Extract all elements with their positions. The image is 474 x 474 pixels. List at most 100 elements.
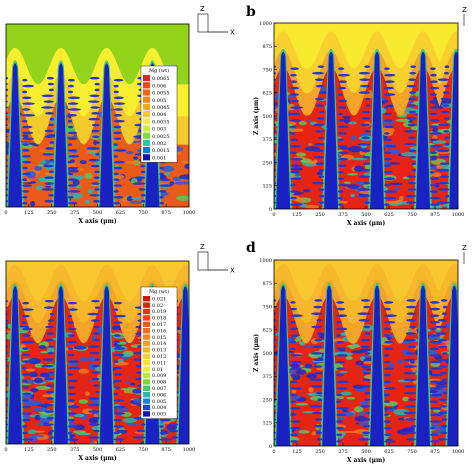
dendrite-arm <box>67 131 78 135</box>
y-tick-label: 0 <box>269 444 272 450</box>
x-tick-label: 875 <box>430 449 440 455</box>
dendrite-arm <box>336 327 348 331</box>
dendrite-arm <box>6 159 9 162</box>
dendrite-arm <box>6 141 9 144</box>
dendrite-arm <box>22 195 28 199</box>
dendrite-arm <box>384 80 395 83</box>
dendrite-arm <box>22 301 30 305</box>
dendrite-arm <box>463 203 474 206</box>
dendrite-arm <box>314 424 323 428</box>
dendrite-trunk <box>276 285 291 446</box>
segregation-blob <box>348 121 358 125</box>
dendrite-arm <box>87 312 100 316</box>
dendrite-arm <box>463 106 470 109</box>
dendrite-arm <box>314 78 325 81</box>
legend-swatch <box>143 139 150 146</box>
dendrite-arm <box>22 366 27 370</box>
legend-entry: 0.021 <box>152 296 166 302</box>
x-axis-title: X axis (μm) <box>347 220 386 227</box>
legend-swatch <box>143 118 150 125</box>
segregation-blob <box>70 192 83 199</box>
dendrite-arm <box>461 361 471 364</box>
segregation-blob <box>165 172 170 176</box>
legend-title: Mg (wt) <box>149 288 169 295</box>
segregation-blob <box>18 140 32 144</box>
dendrite-arm <box>336 413 347 417</box>
segregation-blob <box>306 373 318 379</box>
dendrite-arm <box>336 393 343 397</box>
segregation-blob <box>351 157 368 161</box>
dendrite-arm <box>95 306 100 309</box>
dendrite-arm <box>463 190 474 193</box>
dendrite-arm <box>407 345 417 349</box>
dendrite-arm <box>338 170 344 174</box>
dendrite-arm <box>6 332 9 335</box>
segregation-blob <box>27 429 37 434</box>
segregation-blob <box>84 172 93 179</box>
x-tick-label: 250 <box>315 449 325 455</box>
segregation-blob <box>85 391 90 397</box>
dendrite-arm <box>159 438 173 441</box>
dendrite-arm <box>22 334 31 337</box>
dendrite-arm <box>6 176 9 180</box>
dendrite-arm <box>274 156 277 159</box>
dendrite-arm <box>290 380 298 384</box>
dendrite-arm <box>113 195 124 199</box>
dendrite-arm <box>113 347 126 350</box>
dendrite-arm <box>6 397 9 400</box>
dendrite-arm <box>113 425 124 428</box>
dendrite-arm <box>92 416 100 420</box>
dendrite-arm <box>274 117 277 120</box>
dendrite-arm <box>430 145 442 148</box>
dendrite-arm <box>22 386 29 389</box>
dendrite-arm <box>309 378 323 382</box>
segregation-blob <box>402 427 416 433</box>
dendrite-arm <box>140 199 146 203</box>
segregation-blob <box>73 345 87 350</box>
dendrite-arm <box>132 436 146 439</box>
dendrite-arm <box>357 312 371 315</box>
dendrite-arm <box>443 84 450 88</box>
dendrite-arm <box>113 431 120 435</box>
dendrite-arm <box>6 153 9 156</box>
dendrite-arm <box>274 372 277 375</box>
segregation-blob <box>21 414 30 421</box>
dendrite-arm <box>315 104 325 107</box>
dendrite-arm <box>67 178 78 182</box>
dendrite-arm <box>113 114 123 117</box>
dendrite-arm <box>430 340 443 344</box>
legend-entry: 0.017 <box>152 322 166 328</box>
legend-entry: 0.005 <box>152 98 166 104</box>
dendrite-arm <box>438 398 448 401</box>
dendrite-arm <box>409 325 417 329</box>
dendrite-arm <box>113 321 123 324</box>
dendrite-arm <box>430 125 439 129</box>
segregation-blob <box>291 129 304 132</box>
dendrite-arm <box>338 99 348 103</box>
dendrite-arm <box>113 149 127 152</box>
dendrite-arm <box>362 424 371 428</box>
dendrite-arm <box>430 132 443 135</box>
dendrite-arm <box>404 385 417 388</box>
dendrite-arm <box>22 360 31 363</box>
dendrite-arm <box>430 164 435 168</box>
dendrite-arm <box>274 162 277 165</box>
dendrite-arm <box>442 104 450 107</box>
dendrite-arm <box>336 360 345 364</box>
dendrite-arm <box>92 135 100 139</box>
y-tick-label: 750 <box>262 67 272 73</box>
dendrite-arm <box>67 327 77 331</box>
dendrite-arm <box>357 188 371 191</box>
segregation-blob <box>28 434 45 437</box>
legend-entry: 0.005 <box>152 399 166 405</box>
dendrite-arm <box>6 423 9 426</box>
dendrite-arm <box>290 407 301 410</box>
legend-entry: 0.002 <box>152 141 166 147</box>
legend-swatch <box>143 392 150 398</box>
x-tick-label: 750 <box>407 449 417 455</box>
segregation-blob <box>125 380 131 384</box>
segregation-blob <box>87 356 98 362</box>
dendrite-arm <box>411 162 417 166</box>
dendrite-trunk <box>8 63 23 207</box>
liquid-layer-3 <box>274 23 458 69</box>
